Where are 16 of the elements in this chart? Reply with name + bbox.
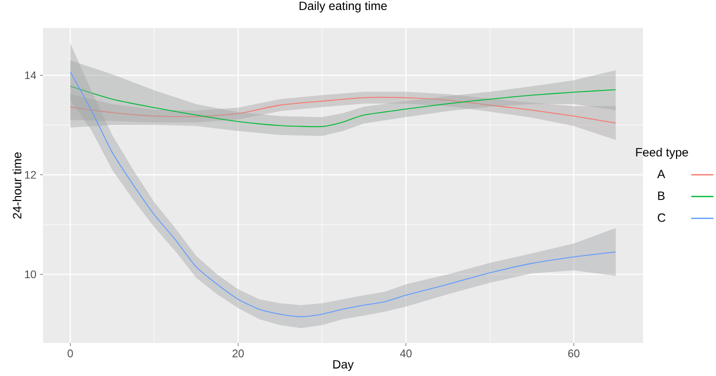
x-tick-label: 60	[568, 350, 580, 358]
y-tick-label: 14	[25, 71, 36, 80]
legend-label: A	[657, 170, 666, 178]
line-series	[70, 96, 616, 124]
y-tick-label: 10	[25, 270, 36, 278]
chart-title: Daily eating time	[300, 1, 387, 12]
x-tick-label: 20	[232, 350, 244, 358]
y-axis-title: 24-hour time	[12, 152, 22, 219]
x-tick-label: 0	[68, 350, 73, 358]
legend-label: B	[658, 192, 665, 200]
legend-label: C	[658, 213, 666, 222]
x-axis-title: Day	[333, 360, 354, 371]
x-tick-label: 40	[400, 350, 412, 358]
line-series	[70, 86, 616, 128]
y-tick-label: 12	[25, 170, 36, 179]
legend-title: Feed type	[636, 148, 688, 159]
